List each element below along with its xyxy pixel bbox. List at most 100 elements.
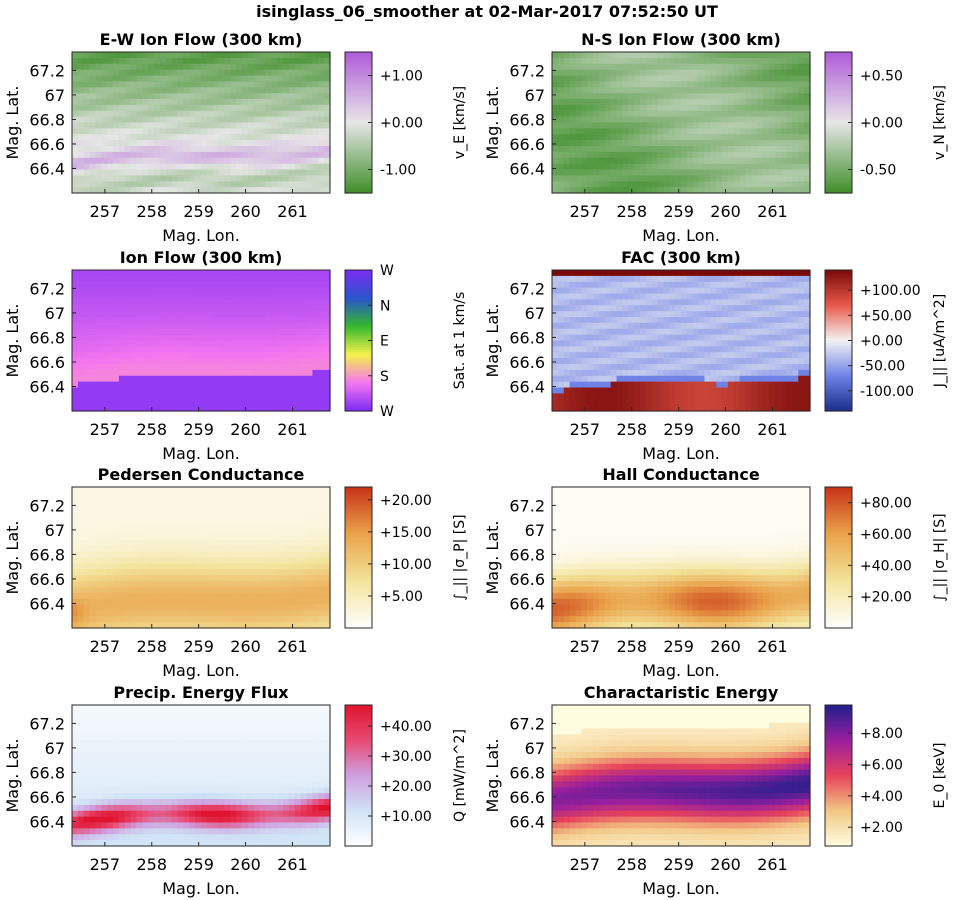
heatmap-cell: [136, 616, 143, 623]
heatmap-cell: [95, 140, 102, 147]
heatmap-cell: [657, 140, 665, 147]
heatmap-cell: [733, 340, 741, 347]
heatmap-cell: [259, 87, 267, 94]
heatmap-cell: [669, 369, 676, 377]
heatmap-cell: [739, 311, 747, 318]
heatmap-cell: [704, 140, 711, 147]
heatmap-cell: [212, 57, 220, 65]
heatmap-cell: [651, 157, 659, 165]
heatmap-cell: [616, 393, 623, 400]
x-tick-label: 258: [616, 202, 647, 221]
heatmap-cell: [189, 134, 196, 141]
heatmap-cell: [165, 151, 173, 159]
heatmap-cell: [136, 157, 143, 165]
heatmap-cell: [798, 399, 805, 406]
colorbar-segment: [345, 364, 372, 367]
heatmap-cell: [651, 52, 659, 59]
heatmap-cell: [651, 99, 659, 106]
heatmap-cell: [294, 346, 302, 353]
heatmap-cell: [212, 163, 220, 171]
heatmap-cell: [83, 110, 91, 118]
heatmap-cell: [318, 352, 325, 359]
heatmap-cell: [195, 375, 202, 383]
heatmap-cell: [616, 75, 623, 82]
heatmap-cell: [669, 75, 676, 82]
heatmap-cell: [224, 128, 231, 135]
heatmap-cell: [768, 281, 776, 289]
colorbar-segment: [345, 87, 372, 91]
heatmap-cell: [645, 305, 653, 312]
heatmap-cell: [780, 122, 788, 129]
heatmap-cell: [651, 328, 659, 336]
heatmap-cell: [552, 140, 559, 147]
heatmap-cell: [159, 93, 167, 100]
heatmap-cell: [675, 151, 682, 159]
colorbar-label: Sat. at 1 km/s: [452, 292, 468, 390]
heatmap-cell: [101, 281, 108, 289]
heatmap-cell: [154, 187, 161, 194]
heatmap-cell: [692, 57, 700, 65]
heatmap-cell: [130, 63, 138, 71]
heatmap-cell: [118, 393, 126, 400]
heatmap-cell: [154, 163, 161, 171]
heatmap-cell: [83, 522, 91, 529]
heatmap-cell: [247, 352, 255, 359]
heatmap-cell: [154, 299, 161, 306]
heatmap-cell: [786, 134, 794, 141]
heatmap-cell: [253, 287, 261, 295]
heatmap-cell: [610, 399, 618, 406]
heatmap-cell: [768, 299, 776, 306]
colorbar-segment: [345, 274, 372, 278]
heatmap-cell: [124, 610, 132, 617]
heatmap-cell: [686, 75, 694, 82]
heatmap-cell: [136, 163, 143, 171]
x-tick-label: 260: [710, 420, 741, 439]
heatmap-cell: [242, 116, 249, 124]
heatmap-cell: [101, 334, 108, 342]
heatmap-cell: [277, 99, 284, 106]
heatmap-cell: [183, 69, 190, 77]
heatmap-cell: [569, 387, 577, 394]
heatmap-cell: [107, 99, 114, 106]
heatmap-cell: [763, 81, 770, 88]
heatmap-cell: [716, 99, 723, 106]
heatmap-cell: [745, 293, 752, 300]
heatmap-cell: [283, 69, 290, 77]
heatmap-cell: [159, 151, 167, 159]
heatmap-cell: [171, 157, 179, 165]
heatmap-cell: [242, 399, 249, 406]
heatmap-cell: [136, 104, 143, 112]
heatmap-cell: [669, 163, 676, 171]
heatmap-cell: [745, 116, 752, 124]
heatmap-cell: [101, 146, 108, 153]
heatmap-cell: [224, 381, 231, 389]
heatmap-cell: [118, 557, 126, 564]
heatmap-cell: [159, 81, 167, 88]
colorbar-segment: [345, 129, 372, 133]
heatmap-cell: [745, 346, 752, 353]
heatmap-cell: [686, 69, 694, 77]
heatmap-cell: [669, 140, 676, 147]
heatmap-cell: [739, 157, 747, 165]
heatmap-cell: [657, 322, 665, 330]
heatmap-cell: [686, 405, 694, 412]
heatmap-cell: [581, 393, 588, 400]
heatmap-cell: [195, 305, 202, 312]
heatmap-cell: [593, 99, 600, 106]
heatmap-cell: [704, 369, 711, 377]
heatmap-cell: [552, 181, 559, 188]
heatmap-cell: [804, 275, 811, 283]
heatmap-cell: [77, 352, 85, 359]
heatmap-cell: [118, 516, 126, 523]
heatmap-cell: [148, 358, 155, 365]
heatmap-cell: [206, 405, 214, 412]
heatmap-cell: [142, 134, 149, 141]
heatmap-cell: [154, 586, 161, 594]
heatmap-cell: [786, 140, 794, 147]
heatmap-cell: [206, 87, 214, 94]
colorbar-segment: [345, 380, 372, 384]
heatmap-cell: [177, 163, 185, 171]
heatmap-cell: [101, 69, 108, 77]
heatmap-cell: [95, 169, 102, 176]
colorbar-segment: [825, 354, 852, 358]
